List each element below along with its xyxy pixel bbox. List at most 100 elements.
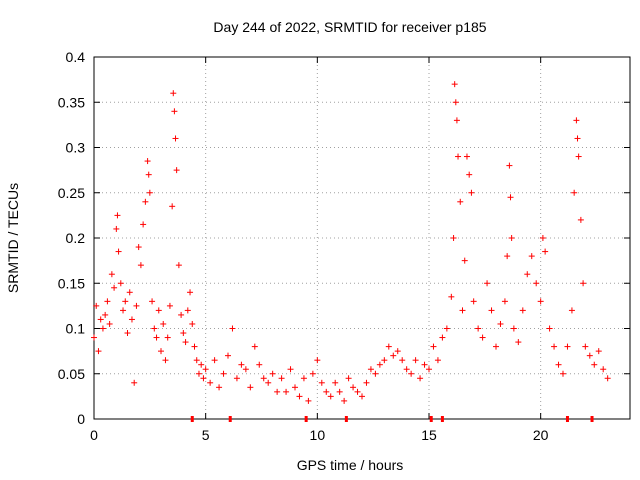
data-point xyxy=(345,375,352,382)
data-point xyxy=(296,393,303,400)
data-point xyxy=(546,325,553,332)
y-tick-label: 0.35 xyxy=(58,94,85,110)
data-point xyxy=(233,375,240,382)
data-point xyxy=(564,343,571,350)
bottom-mark xyxy=(344,416,348,422)
data-point xyxy=(207,379,214,386)
data-point xyxy=(173,167,180,174)
x-tick-label: 5 xyxy=(202,427,210,443)
data-point xyxy=(195,370,202,377)
data-point xyxy=(568,307,575,314)
data-point xyxy=(555,361,562,368)
data-point xyxy=(595,348,602,355)
data-point xyxy=(97,316,104,323)
data-point xyxy=(238,361,245,368)
data-point xyxy=(470,298,477,305)
data-point xyxy=(497,320,504,327)
data-point xyxy=(225,352,231,359)
data-point xyxy=(318,379,325,386)
bottom-mark xyxy=(440,416,444,422)
data-point xyxy=(274,388,281,395)
data-point xyxy=(507,194,514,201)
data-point xyxy=(399,357,406,364)
data-point xyxy=(162,357,169,364)
data-point xyxy=(120,307,127,314)
data-point xyxy=(91,334,97,341)
data-point xyxy=(519,307,526,314)
data-point xyxy=(403,366,410,373)
data-point xyxy=(95,348,102,355)
data-point xyxy=(459,307,466,314)
data-point xyxy=(573,117,580,124)
data-point xyxy=(155,307,162,314)
data-point xyxy=(158,348,164,355)
data-point xyxy=(461,257,468,264)
data-point xyxy=(524,271,531,278)
data-point xyxy=(539,235,546,241)
data-point xyxy=(106,320,113,327)
data-point xyxy=(551,343,558,350)
data-point xyxy=(256,361,263,368)
data-point xyxy=(169,203,176,210)
tick-labels: 0 5 10 15 20 0 0.05 0.1 0.15 0.2 0.25 0.3 0.35 0.4 xyxy=(58,49,549,443)
data-point xyxy=(434,357,441,364)
data-point xyxy=(417,375,424,382)
data-point xyxy=(350,384,357,391)
data-point xyxy=(111,284,118,291)
x-tick-label: 10 xyxy=(310,427,326,443)
data-point xyxy=(426,366,432,373)
data-point xyxy=(314,357,321,364)
data-point xyxy=(421,361,428,368)
data-point xyxy=(385,343,392,350)
y-axis-label: SRMTID / TECUs xyxy=(5,183,21,293)
data-point xyxy=(146,189,153,196)
data-point xyxy=(580,280,587,287)
data-point xyxy=(510,325,517,332)
x-tick-label: 15 xyxy=(421,427,437,443)
data-point xyxy=(533,280,540,287)
data-point xyxy=(292,384,298,391)
data-point xyxy=(394,348,401,355)
data-point xyxy=(164,334,171,341)
data-point xyxy=(448,293,455,300)
axis-ticks xyxy=(93,56,630,420)
data-point xyxy=(128,316,135,323)
data-point xyxy=(542,248,549,255)
data-point xyxy=(359,393,365,400)
bottom-mark xyxy=(565,416,569,422)
data-point xyxy=(501,298,508,305)
data-point xyxy=(376,361,383,368)
data-point xyxy=(430,343,437,350)
chart-title: Day 244 of 2022, SRMTID for receiver p18… xyxy=(213,19,486,35)
data-point xyxy=(591,361,598,368)
data-point xyxy=(600,366,607,373)
x-tick-label: 20 xyxy=(533,427,549,443)
data-point xyxy=(479,334,486,341)
data-point xyxy=(229,325,236,332)
data-point xyxy=(124,330,131,337)
data-point xyxy=(198,361,205,368)
data-point xyxy=(504,253,511,260)
data-point xyxy=(506,162,513,169)
data-point xyxy=(175,262,182,269)
x-axis-label: GPS time / hours xyxy=(297,457,404,473)
data-point xyxy=(153,334,160,341)
data-point xyxy=(182,339,189,346)
data-point xyxy=(160,320,167,327)
y-tick-label: 0.3 xyxy=(66,140,86,156)
data-point xyxy=(408,370,415,377)
data-point xyxy=(577,216,584,223)
y-tick-label: 0.1 xyxy=(66,321,86,337)
data-point xyxy=(251,343,258,350)
y-tick-label: 0 xyxy=(77,411,85,427)
data-point xyxy=(131,379,138,386)
bottom-mark xyxy=(190,416,194,422)
data-point xyxy=(571,189,578,196)
data-point xyxy=(126,289,133,296)
data-point xyxy=(211,357,218,364)
data-point xyxy=(170,90,177,97)
data-point xyxy=(582,343,589,350)
y-tick-label: 0.4 xyxy=(66,49,86,65)
y-tick-label: 0.2 xyxy=(66,230,86,246)
